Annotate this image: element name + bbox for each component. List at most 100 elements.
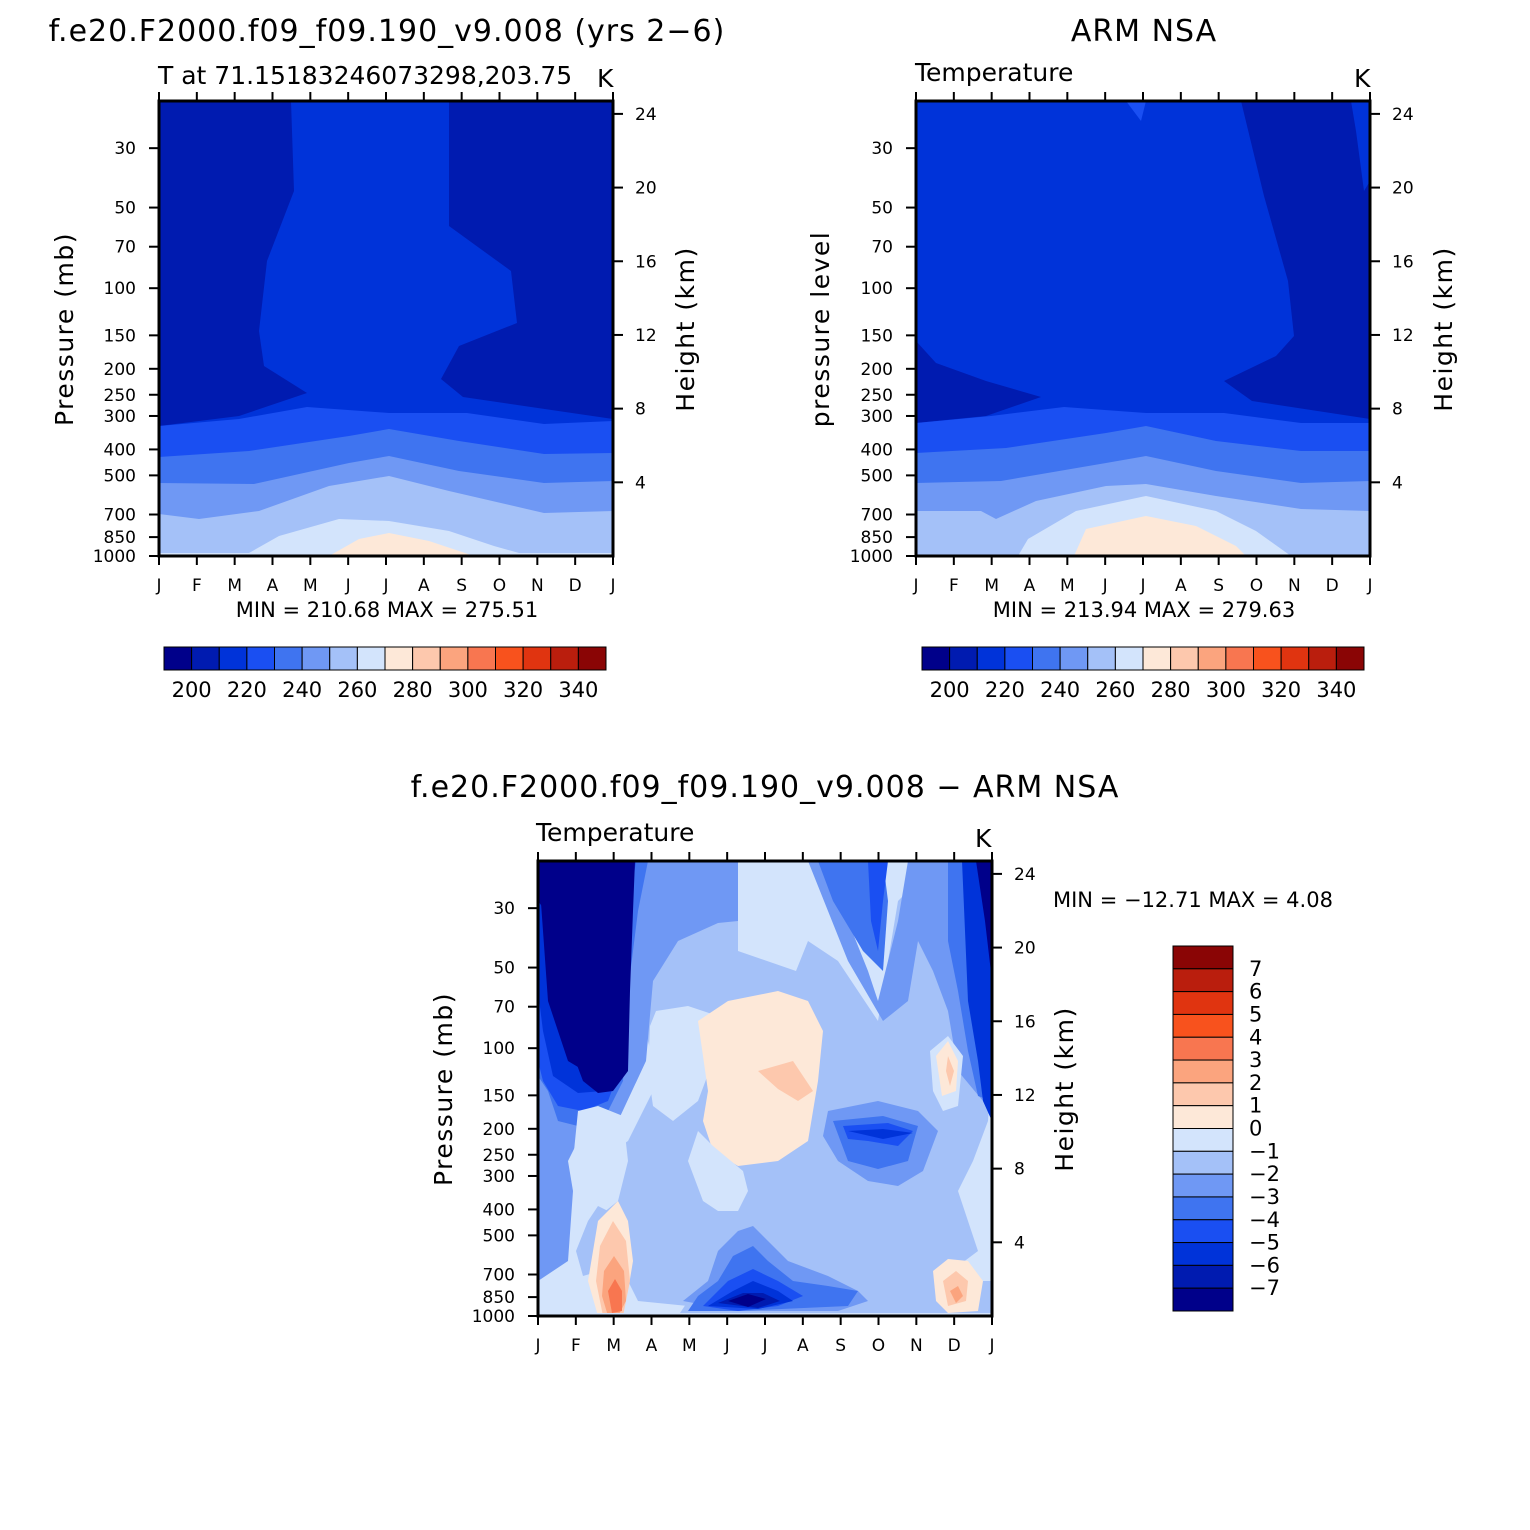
x-tick-label: D [948, 1336, 961, 1356]
colorbar-label: 320 [1261, 678, 1301, 702]
y2-tick-label: 4 [1014, 1233, 1025, 1253]
y2-tick-label: 4 [1392, 473, 1403, 493]
colorbar-label: −6 [1249, 1253, 1280, 1277]
colorbar-box [1335, 646, 1365, 671]
y-tick-label: 150 [104, 326, 136, 346]
colorbar-label: −1 [1249, 1139, 1280, 1163]
panel-diff-minmax: MIN = −12.71 MAX = 4.08 [1053, 888, 1333, 912]
x-tick-label: O [1250, 576, 1263, 596]
colorbar-label: 220 [985, 678, 1025, 702]
panel-model-minmax: MIN = 210.68 MAX = 275.51 [236, 598, 538, 622]
y-tick-label: 500 [483, 1226, 515, 1246]
colorbar-box [550, 646, 579, 671]
colorbar-label: 240 [1040, 678, 1080, 702]
y2-tick-label: 20 [1392, 179, 1414, 199]
x-tick-label: J [609, 576, 615, 596]
colorbar-box [163, 646, 193, 671]
y2-tick-label: 8 [1014, 1160, 1025, 1180]
colorbar-box [329, 646, 358, 671]
panel-obs-title: ARM NSA [1071, 14, 1217, 49]
colorbar-box [1172, 1264, 1234, 1289]
panel-diff-title: f.e20.F2000.f09_f09.190_v9.008 − ARM NSA [411, 770, 1120, 805]
colorbar-box [1172, 1105, 1234, 1129]
panel-obs-left-label: Temperature [914, 58, 1073, 87]
x-tick-label: J [1139, 576, 1145, 596]
x-tick-label: S [1213, 576, 1224, 596]
y-tick-label: 850 [483, 1288, 515, 1308]
x-tick-label: F [949, 576, 959, 596]
x-tick-label: F [571, 1336, 581, 1356]
y-tick-label: 100 [104, 279, 136, 299]
panel-model-left-label: T at 71.15183246073298,203.75 [157, 61, 572, 90]
colorbar-box [1059, 646, 1089, 671]
y2-tick-label: 20 [635, 179, 657, 199]
x-tick-label: M [1060, 576, 1075, 596]
colorbar-label: 3 [1249, 1048, 1262, 1072]
panel-diff-y2label: Height (km) [1050, 1006, 1079, 1171]
colorbar-label: 300 [1206, 678, 1246, 702]
panel-model-units-label: K [597, 64, 614, 93]
y-tick-label: 700 [104, 506, 136, 526]
colorbar-box [921, 646, 951, 671]
y-tick-label: 300 [861, 407, 893, 427]
panel-obs: ARM NSA Temperature K pressure level Hei… [806, 14, 1458, 702]
x-tick-label: J [724, 1336, 730, 1356]
x-tick-label: N [1288, 576, 1301, 596]
y-tick-label: 1000 [472, 1307, 515, 1327]
y2-tick-label: 24 [1014, 865, 1036, 885]
colorbar-label: −7 [1249, 1276, 1280, 1300]
colorbar-box [218, 646, 248, 671]
colorbar-box [1172, 1150, 1234, 1175]
y-tick-label: 850 [861, 528, 893, 548]
y-tick-label: 300 [483, 1167, 515, 1187]
colorbar-label: 280 [393, 678, 433, 702]
colorbar-label: 6 [1249, 980, 1262, 1004]
y2-tick-label: 8 [635, 400, 646, 420]
panel-obs-minmax: MIN = 213.94 MAX = 279.63 [993, 598, 1295, 622]
colorbar-label: 200 [930, 678, 970, 702]
colorbar-label: 260 [337, 678, 377, 702]
colorbar-label: −4 [1249, 1208, 1280, 1232]
y-tick-label: 50 [871, 199, 893, 219]
colorbar-box [1172, 1242, 1234, 1266]
y-tick-label: 250 [483, 1146, 515, 1166]
colorbar-box [412, 646, 441, 671]
colorbar-box [1170, 646, 1199, 671]
y-tick-label: 500 [861, 466, 893, 486]
colorbar-box [356, 646, 386, 671]
y2-tick-label: 16 [635, 252, 657, 272]
x-tick-label: J [1102, 576, 1108, 596]
colorbar-box [1253, 646, 1282, 671]
panel-obs-y2label: Height (km) [1429, 246, 1458, 411]
y-tick-label: 250 [861, 386, 893, 406]
y-tick-label: 150 [483, 1086, 515, 1106]
panel-model-contours [159, 101, 613, 556]
y-tick-label: 200 [104, 360, 136, 380]
panel-obs-ylabel: pressure level [806, 231, 835, 427]
x-tick-label: J [345, 576, 351, 596]
x-tick-label: D [1326, 576, 1339, 596]
colorbar-box [467, 646, 496, 671]
colorbar-box [1308, 646, 1337, 671]
x-tick-label: A [1024, 576, 1036, 596]
colorbar-label: 5 [1249, 1002, 1262, 1026]
colorbar-box [1172, 1219, 1234, 1244]
colorbar-label: 300 [448, 678, 488, 702]
colorbar-box [1032, 646, 1061, 671]
colorbar-label: 220 [227, 678, 267, 702]
y2-tick-label: 12 [635, 326, 657, 346]
y-tick-label: 50 [493, 959, 515, 979]
colorbar-box [439, 646, 469, 671]
x-tick-label: M [682, 1336, 697, 1356]
panel-obs-units-label: K [1354, 64, 1371, 93]
x-tick-label: A [797, 1336, 809, 1356]
colorbar-box [1172, 1059, 1234, 1084]
x-tick-label: M [984, 576, 999, 596]
x-tick-label: M [303, 576, 318, 596]
colorbar-box [1172, 1196, 1234, 1221]
x-tick-label: J [155, 576, 161, 596]
colorbar-box [1142, 646, 1172, 671]
x-tick-label: J [534, 1336, 540, 1356]
y-tick-label: 500 [104, 466, 136, 486]
